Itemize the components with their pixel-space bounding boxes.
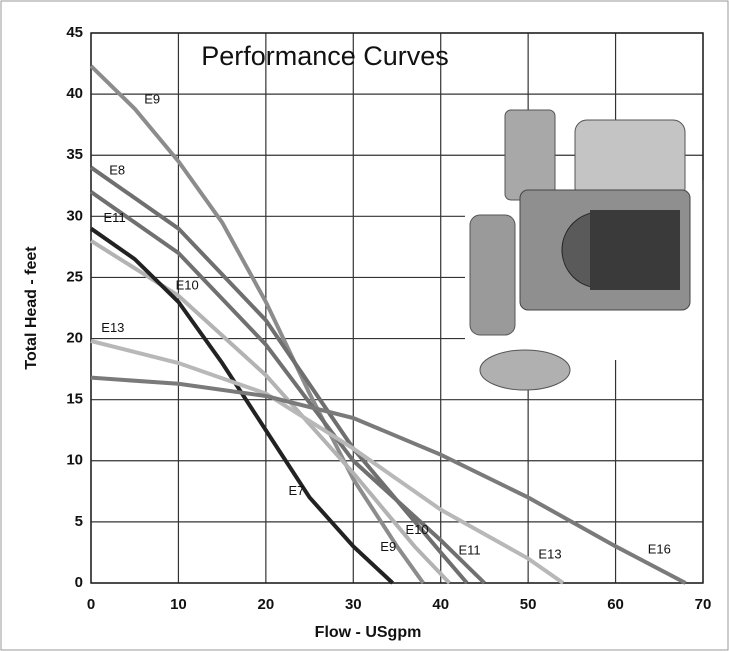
pump-image bbox=[465, 109, 705, 391]
curve bbox=[89, 190, 486, 585]
y-tick-label: 0 bbox=[75, 574, 83, 591]
curve-label: E10 bbox=[406, 522, 429, 537]
curve-label: E11 bbox=[104, 210, 126, 225]
y-tick-label: 35 bbox=[66, 146, 83, 163]
y-tick-label: 45 bbox=[66, 24, 83, 41]
y-tick-label: 40 bbox=[66, 85, 83, 102]
x-tick-label: 40 bbox=[432, 596, 449, 613]
curve-label: E9 bbox=[380, 539, 396, 554]
x-tick-label: 20 bbox=[258, 596, 275, 613]
y-tick-label: 10 bbox=[66, 452, 83, 469]
curve-label: E7 bbox=[289, 483, 305, 498]
curve-label: E9 bbox=[144, 92, 160, 107]
chart-title: Performance Curves bbox=[201, 41, 449, 71]
x-tick-label: 70 bbox=[695, 596, 712, 613]
x-tick-label: 60 bbox=[607, 596, 624, 613]
y-tick-label: 20 bbox=[66, 330, 83, 347]
y-tick-label: 30 bbox=[66, 207, 83, 224]
y-tick-label: 15 bbox=[66, 391, 83, 408]
y-tick-label: 25 bbox=[66, 268, 83, 285]
y-axis-label: Total Head - feet bbox=[23, 246, 40, 370]
plot-border bbox=[90, 32, 704, 584]
curve-label: E13 bbox=[101, 320, 124, 335]
x-tick-label: 50 bbox=[520, 596, 537, 613]
x-axis-label: Flow - USgpm bbox=[315, 624, 422, 641]
curve bbox=[89, 64, 425, 585]
curve bbox=[90, 339, 565, 585]
x-tick-label: 10 bbox=[170, 596, 187, 613]
curve bbox=[90, 375, 687, 585]
curve-label: E10 bbox=[176, 277, 199, 292]
curve bbox=[89, 165, 469, 585]
x-tick-label: 0 bbox=[87, 596, 95, 613]
curve-label: E16 bbox=[648, 541, 671, 556]
y-tick-label: 5 bbox=[75, 513, 83, 530]
curve-label: E11 bbox=[458, 543, 480, 558]
curve-label: E8 bbox=[109, 163, 125, 178]
curve bbox=[89, 226, 394, 585]
x-tick-label: 30 bbox=[345, 596, 362, 613]
curve-label: E13 bbox=[538, 546, 561, 561]
